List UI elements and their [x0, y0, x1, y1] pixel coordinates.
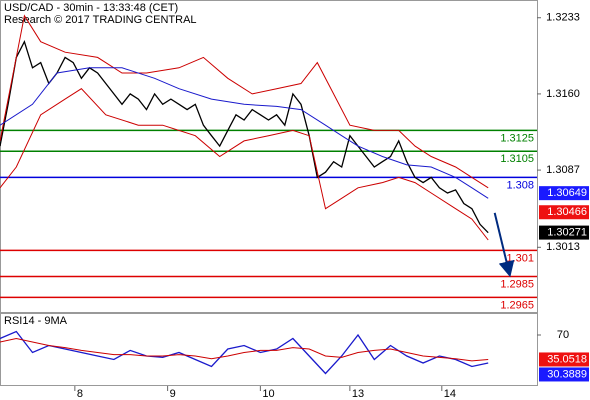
price-tag [539, 367, 589, 382]
x-tick-label: 14 [444, 388, 456, 400]
price-tag [539, 186, 589, 201]
level-label: 1.301 [506, 252, 534, 264]
series-line [0, 39, 489, 234]
level-label: 1.2965 [500, 299, 534, 311]
series-line [0, 88, 489, 241]
y-tick-label: 1.3233 [546, 12, 580, 24]
series-line [0, 67, 489, 199]
y-tick-label: 70 [557, 329, 569, 341]
rsi-title: RSI14 - 9MA [4, 315, 68, 327]
chart-subtitle: Research © 2017 TRADING CENTRAL [4, 14, 197, 26]
x-tick-label: 13 [352, 388, 364, 400]
series-line [0, 337, 489, 362]
x-tick-label: 8 [77, 388, 83, 400]
level-label: 1.3125 [500, 132, 534, 144]
price-tag [539, 225, 589, 240]
chart-title: USD/CAD - 30min - 13:33:48 (CET) [4, 2, 178, 14]
price-tag-label: 35.0518 [547, 353, 587, 365]
price-tag-label: 1.30466 [547, 206, 587, 218]
price-tag [539, 352, 589, 367]
y-tick-label: 1.3013 [546, 241, 580, 253]
forecast-arrow [493, 212, 515, 278]
price-tag-label: 30.3889 [547, 368, 587, 380]
level-label: 1.2985 [500, 278, 534, 290]
price-tag-label: 1.30271 [547, 226, 587, 238]
x-tick-label: 10 [262, 388, 274, 400]
x-tick-label: 9 [170, 388, 176, 400]
y-tick-label: 1.3160 [546, 88, 580, 100]
price-tag-label: 1.30649 [547, 187, 587, 199]
price-tag [539, 205, 589, 220]
level-label: 1.308 [506, 179, 534, 191]
series-line [0, 14, 489, 189]
series-line [0, 330, 489, 375]
y-tick-label: 1.3087 [546, 164, 580, 176]
rsi-panel [0, 313, 538, 386]
price-panel [0, 0, 538, 313]
level-label: 1.3105 [500, 153, 534, 165]
